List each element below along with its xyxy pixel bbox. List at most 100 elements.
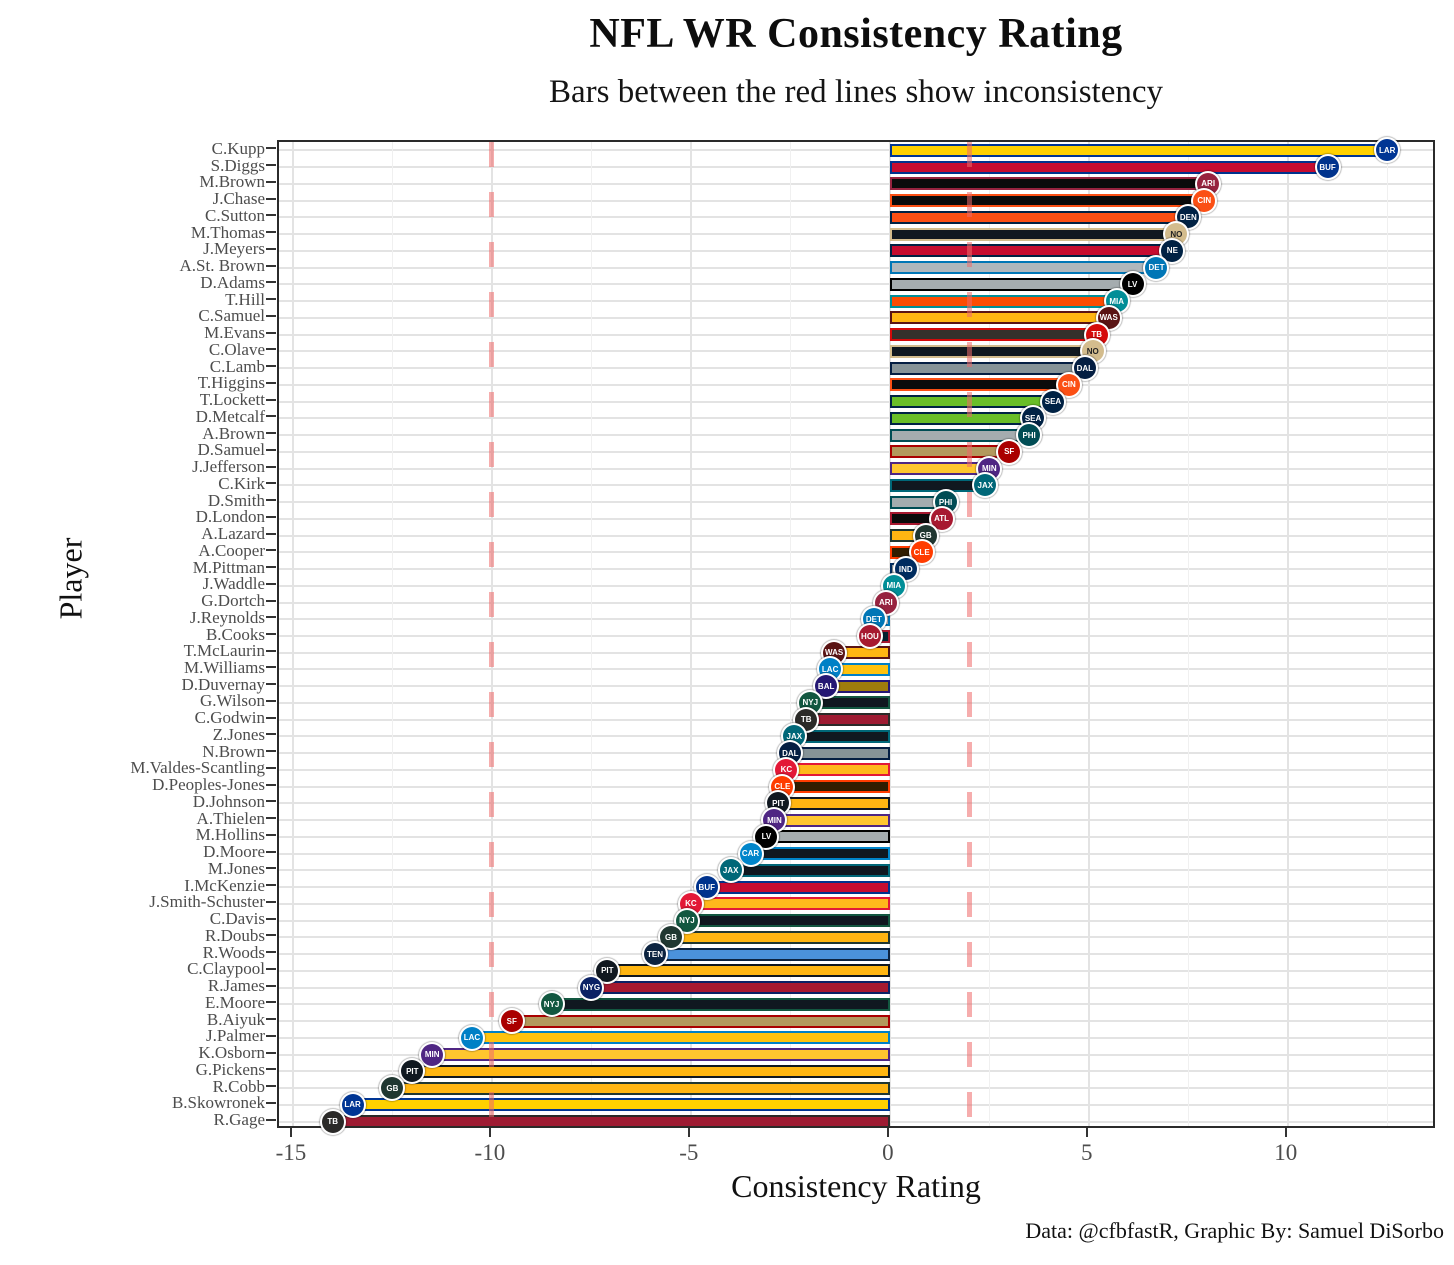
- player-label: M.Williams: [183, 657, 265, 677]
- player-label: B.Aiyuk: [206, 1009, 265, 1029]
- y-axis-tick: [266, 214, 276, 217]
- y-axis-tick: [266, 532, 276, 535]
- team-logo-icon: NO: [1165, 223, 1188, 246]
- bar: [782, 780, 890, 794]
- gridline-horizontal: [279, 216, 1433, 219]
- gridline-horizontal: [279, 300, 1433, 303]
- player-label: J.Smith-Schuster: [149, 892, 265, 912]
- x-tick-label: 10: [1274, 1140, 1298, 1165]
- team-logo-icon: NYG: [580, 976, 603, 999]
- x-tick-label: 0: [882, 1140, 894, 1165]
- y-axis-tick: [266, 298, 276, 301]
- player-label: N.Brown: [202, 741, 265, 761]
- bar: [607, 964, 890, 978]
- y-axis-tick: [266, 884, 276, 887]
- player-label: M.Brown: [199, 172, 265, 192]
- team-logo-icon: GB: [659, 926, 682, 949]
- team-logo-icon: DEN: [1177, 206, 1200, 229]
- team-logo-icon: LAC: [461, 1026, 483, 1049]
- bar: [889, 160, 1328, 174]
- player-label: G.Pickens: [195, 1059, 265, 1079]
- gridline-horizontal: [279, 635, 1433, 637]
- team-logo-icon: SF: [998, 440, 1021, 463]
- y-axis-tick: [266, 381, 276, 384]
- team-logo-icon: DAL: [1073, 357, 1096, 380]
- gridline-minor: [391, 142, 393, 1126]
- bar: [730, 863, 890, 877]
- team-logo-icon: TEN: [644, 943, 667, 966]
- player-label: B.Skowronek: [171, 1093, 265, 1113]
- gridline-major: [1286, 142, 1289, 1126]
- gridline-horizontal: [279, 601, 1433, 604]
- y-axis-tick: [266, 666, 276, 669]
- y-axis-tick: [266, 934, 276, 937]
- player-label: C.Godwin: [194, 708, 265, 728]
- player-label: D.Peoples-Jones: [152, 775, 265, 795]
- x-axis-tick: [1284, 1128, 1287, 1137]
- team-logo-icon: LAR: [341, 1093, 364, 1116]
- team-logo-icon: NYJ: [540, 993, 563, 1016]
- y-axis-tick: [266, 683, 276, 686]
- y-axis-tick: [266, 1068, 276, 1071]
- player-label: C.Kupp: [211, 138, 265, 158]
- gridline-horizontal: [279, 316, 1433, 319]
- bar: [889, 261, 1157, 275]
- gridline-horizontal: [279, 400, 1433, 403]
- team-logo-icon: MIA: [1105, 290, 1128, 313]
- team-logo-icon: PIT: [401, 1060, 424, 1083]
- caption: Data: @cfbfastR, Graphic By: Samuel DiSo…: [1025, 1218, 1444, 1243]
- gridline-horizontal: [279, 350, 1433, 353]
- team-logo-icon: LAC: [819, 658, 842, 681]
- player-label: R.James: [207, 976, 265, 996]
- gridline-horizontal: [279, 249, 1433, 252]
- player-label: G.Wilson: [200, 691, 265, 711]
- y-axis-tick: [266, 984, 276, 987]
- team-logo-icon: HOU: [858, 625, 881, 647]
- x-tick-label: -15: [275, 1140, 307, 1165]
- bar: [889, 344, 1093, 358]
- reference-line: [966, 142, 972, 1126]
- y-axis-tick: [266, 331, 276, 334]
- player-label: A.Cooper: [198, 540, 265, 560]
- bar: [889, 428, 1030, 442]
- y-axis-tick: [266, 1001, 276, 1004]
- y-axis-tick: [266, 448, 276, 451]
- gridline-horizontal: [279, 501, 1433, 504]
- team-logo-icon: NO: [1081, 340, 1104, 363]
- y-axis-tick: [266, 147, 276, 150]
- bar: [889, 361, 1085, 375]
- bar: [551, 997, 890, 1011]
- gridline-major: [888, 142, 891, 1126]
- y-axis-tick: [266, 833, 276, 836]
- gridline-horizontal: [279, 182, 1433, 185]
- gridline-minor: [789, 142, 791, 1126]
- plot-panel: LAR BUF ARI CIN DEN NO NE DET LV MIA WAS TB NO DAL CIN…: [277, 139, 1435, 1133]
- bar: [889, 143, 1388, 157]
- player-label: E.Moore: [205, 992, 265, 1012]
- y-axis-tick: [266, 917, 276, 920]
- team-logo-icon: KC: [775, 758, 798, 781]
- y-axis-tick: [266, 716, 276, 719]
- bar: [412, 1064, 890, 1078]
- y-axis-tick: [266, 800, 276, 803]
- gridline-horizontal: [279, 484, 1433, 487]
- bar: [794, 729, 890, 743]
- team-logo-icon: BUF: [1316, 156, 1339, 179]
- bar: [655, 947, 890, 961]
- y-axis-tick: [266, 1118, 276, 1121]
- team-logo-icon: IND: [894, 558, 917, 581]
- gridline-horizontal: [279, 149, 1433, 152]
- y-axis-tick: [266, 515, 276, 518]
- y-axis-tick: [266, 1051, 276, 1054]
- team-logo-icon: LV: [755, 825, 778, 848]
- player-label: C.Davis: [209, 909, 265, 929]
- y-axis-tick: [266, 566, 276, 569]
- gridline-horizontal: [279, 233, 1433, 236]
- team-logo-icon: JAX: [719, 859, 742, 882]
- team-logo-icon: LV: [1121, 273, 1144, 296]
- gridline-horizontal: [279, 367, 1433, 370]
- y-axis-tick: [266, 264, 276, 267]
- y-axis-tick: [266, 633, 276, 635]
- team-logo-icon: ATL: [930, 507, 953, 530]
- bar: [766, 830, 890, 844]
